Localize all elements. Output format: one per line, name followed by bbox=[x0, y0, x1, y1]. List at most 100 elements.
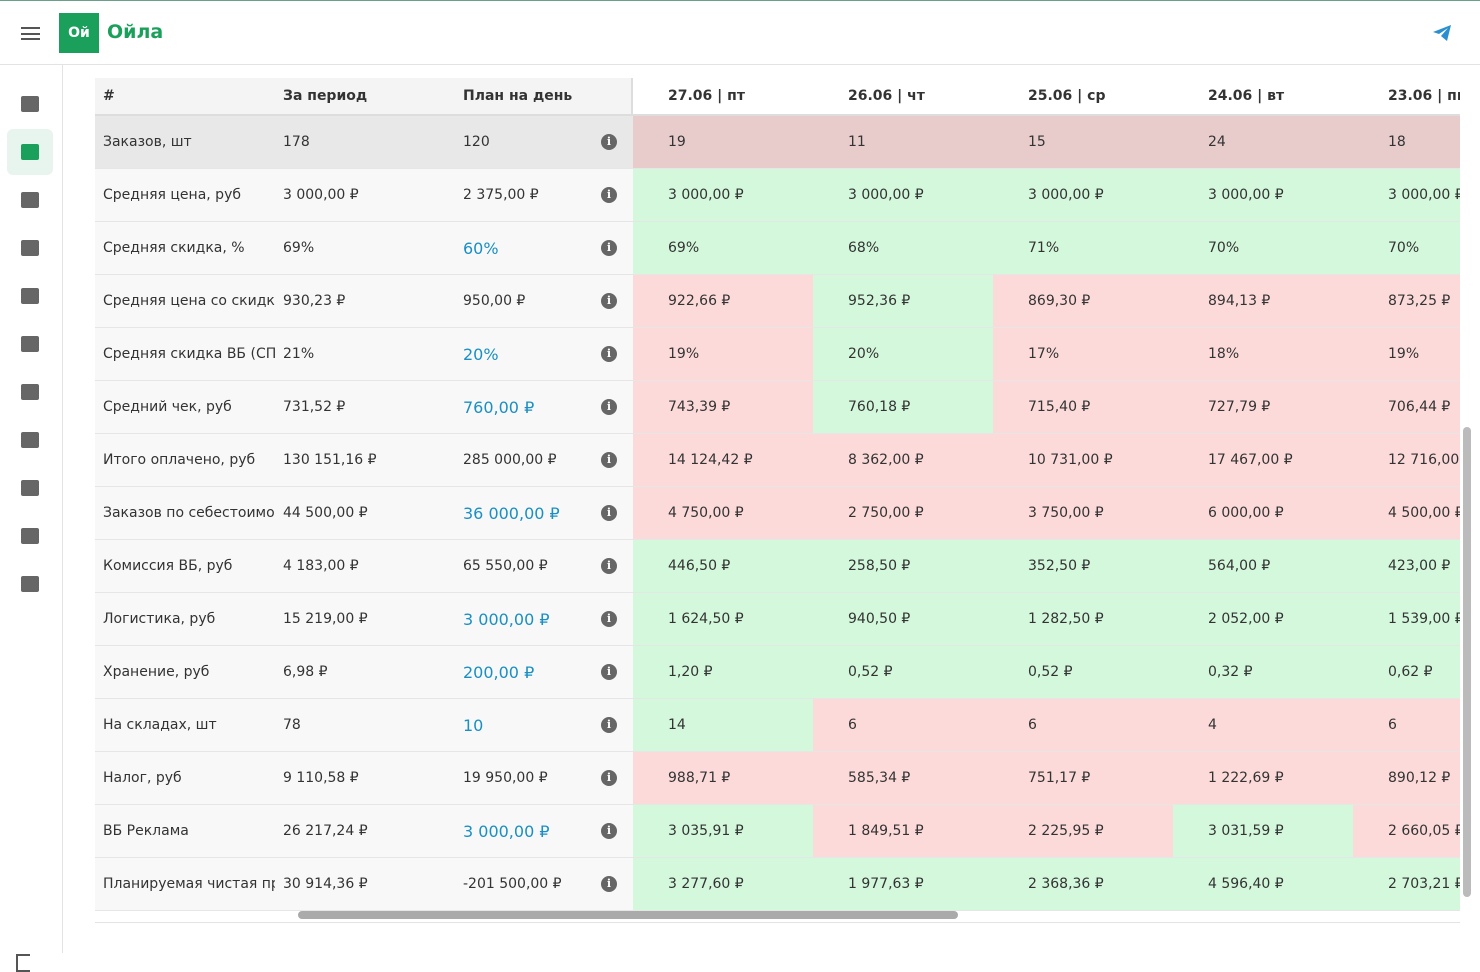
metric-row: Средняя скидка, % 69% 60% i 69% 68% 71% 70% 70% bbox=[95, 222, 1460, 275]
period-value: 130 151,16 ₽ bbox=[283, 452, 377, 468]
day-value: 727,79 ₽ bbox=[1173, 381, 1353, 433]
nav-calc[interactable] bbox=[7, 273, 53, 319]
period-value: 21% bbox=[283, 346, 315, 362]
logo-text[interactable]: Ойла bbox=[107, 21, 164, 43]
nav-list[interactable] bbox=[7, 225, 53, 271]
nav-charts[interactable] bbox=[7, 177, 53, 223]
info-icon[interactable]: i bbox=[601, 293, 617, 309]
day-value: 988,71 ₽ bbox=[633, 752, 813, 804]
day-value: 564,00 ₽ bbox=[1173, 540, 1353, 592]
info-icon[interactable]: i bbox=[601, 399, 617, 415]
nav-settings[interactable] bbox=[7, 513, 53, 559]
day-value: 17 467,00 ₽ bbox=[1173, 434, 1353, 486]
logo-badge[interactable]: Ой bbox=[59, 13, 99, 53]
info-icon[interactable]: i bbox=[601, 505, 617, 521]
day-value: 751,17 ₽ bbox=[993, 752, 1173, 804]
metric-row: Налог, руб 9 110,58 ₽ 19 950,00 ₽ i 988,71 ₽… bbox=[95, 752, 1460, 805]
info-cell: i bbox=[595, 646, 633, 698]
info-icon[interactable]: i bbox=[601, 611, 617, 627]
telegram-button[interactable] bbox=[1432, 23, 1452, 43]
nav-help[interactable] bbox=[7, 561, 53, 607]
day-value: 3 750,00 ₽ bbox=[993, 487, 1173, 539]
info-icon[interactable]: i bbox=[601, 346, 617, 362]
metric-name: Налог, руб bbox=[103, 770, 182, 786]
info-cell: i bbox=[595, 328, 633, 380]
metric-row: Логистика, руб 15 219,00 ₽ 3 000,00 ₽ i 1 62… bbox=[95, 593, 1460, 646]
plan-value[interactable]: 36 000,00 ₽ bbox=[463, 503, 560, 523]
info-icon[interactable]: i bbox=[601, 717, 617, 733]
info-cell: i bbox=[595, 434, 633, 486]
day-header: 27.06 | пт bbox=[633, 78, 813, 114]
day-value: 258,50 ₽ bbox=[813, 540, 993, 592]
day-value: 4 750,00 ₽ bbox=[633, 487, 813, 539]
info-icon[interactable]: i bbox=[601, 876, 617, 892]
day-value: 585,34 ₽ bbox=[813, 752, 993, 804]
day-value: 20% bbox=[813, 328, 993, 380]
day-value: 3 000,00 ₽ bbox=[813, 169, 993, 221]
metric-name: ВБ Реклама bbox=[103, 823, 189, 839]
plan-value[interactable]: 10 bbox=[463, 715, 484, 735]
plan-value[interactable]: 20% bbox=[463, 344, 499, 364]
info-icon[interactable]: i bbox=[601, 558, 617, 574]
day-value: 4 bbox=[1173, 699, 1353, 751]
info-icon[interactable]: i bbox=[601, 452, 617, 468]
vertical-scrollbar[interactable] bbox=[1462, 85, 1472, 905]
scroll-thumb[interactable] bbox=[1463, 427, 1471, 897]
plan-value[interactable]: 60% bbox=[463, 238, 499, 258]
nav-cart[interactable] bbox=[7, 369, 53, 415]
metric-row: Средний чек, руб 731,52 ₽ 760,00 ₽ i 743,39 … bbox=[95, 381, 1460, 434]
plan-value[interactable]: 200,00 ₽ bbox=[463, 662, 535, 682]
metric-name: Средняя скидка ВБ (СПГ bbox=[103, 346, 275, 362]
header-spacer bbox=[595, 78, 633, 114]
day-value: 890,12 ₽ bbox=[1353, 752, 1460, 804]
day-value: 14 bbox=[633, 699, 813, 751]
day-value: 70% bbox=[1173, 222, 1353, 274]
day-value: 940,50 ₽ bbox=[813, 593, 993, 645]
day-value: 706,44 ₽ bbox=[1353, 381, 1460, 433]
period-value: 30 914,36 ₽ bbox=[283, 876, 368, 892]
nav-analytics[interactable] bbox=[7, 129, 53, 175]
info-icon[interactable]: i bbox=[601, 187, 617, 203]
day-value: 423,00 ₽ bbox=[1353, 540, 1460, 592]
info-icon[interactable]: i bbox=[601, 770, 617, 786]
day-value: 0,32 ₽ bbox=[1173, 646, 1353, 698]
day-value: 68% bbox=[813, 222, 993, 274]
day-value: 446,50 ₽ bbox=[633, 540, 813, 592]
day-value: 24 bbox=[1173, 116, 1353, 168]
menu-button[interactable] bbox=[21, 27, 40, 40]
info-cell: i bbox=[595, 222, 633, 274]
day-value: 1 624,50 ₽ bbox=[633, 593, 813, 645]
nav-dashboard[interactable] bbox=[7, 81, 53, 127]
info-cell: i bbox=[595, 540, 633, 592]
nav-delivery[interactable] bbox=[7, 417, 53, 463]
logout-button[interactable] bbox=[16, 954, 30, 972]
day-value: 0,52 ₽ bbox=[993, 646, 1173, 698]
metric-name: Заказов, шт bbox=[103, 134, 192, 150]
day-value: 1 282,50 ₽ bbox=[993, 593, 1173, 645]
info-icon[interactable]: i bbox=[601, 240, 617, 256]
info-cell: i bbox=[595, 381, 633, 433]
info-icon[interactable]: i bbox=[601, 664, 617, 680]
day-value: 922,66 ₽ bbox=[633, 275, 813, 327]
plan-value[interactable]: 760,00 ₽ bbox=[463, 397, 535, 417]
period-value: 26 217,24 ₽ bbox=[283, 823, 368, 839]
info-icon[interactable]: i bbox=[601, 134, 617, 150]
nav-docs[interactable] bbox=[7, 321, 53, 367]
day-value: 10 731,00 ₽ bbox=[993, 434, 1173, 486]
nav-payment[interactable] bbox=[7, 465, 53, 511]
metric-name: Средняя скидка, % bbox=[103, 240, 245, 256]
day-value: 2 052,00 ₽ bbox=[1173, 593, 1353, 645]
day-header: 24.06 | вт bbox=[1173, 78, 1353, 114]
plan-value[interactable]: 3 000,00 ₽ bbox=[463, 821, 550, 841]
plan-value[interactable]: 3 000,00 ₽ bbox=[463, 609, 550, 629]
day-value: 743,39 ₽ bbox=[633, 381, 813, 433]
day-value: 4 500,00 ₽ bbox=[1353, 487, 1460, 539]
day-value: 12 716,00 ₽ bbox=[1353, 434, 1460, 486]
horizontal-scrollbar[interactable] bbox=[95, 908, 1460, 923]
scroll-thumb[interactable] bbox=[298, 911, 958, 919]
metric-name: Хранение, руб bbox=[103, 664, 210, 680]
metric-row: Итого оплачено, руб 130 151,16 ₽ 285 000,0… bbox=[95, 434, 1460, 487]
day-value: 70% bbox=[1353, 222, 1460, 274]
period-value: 78 bbox=[283, 717, 301, 733]
info-icon[interactable]: i bbox=[601, 823, 617, 839]
